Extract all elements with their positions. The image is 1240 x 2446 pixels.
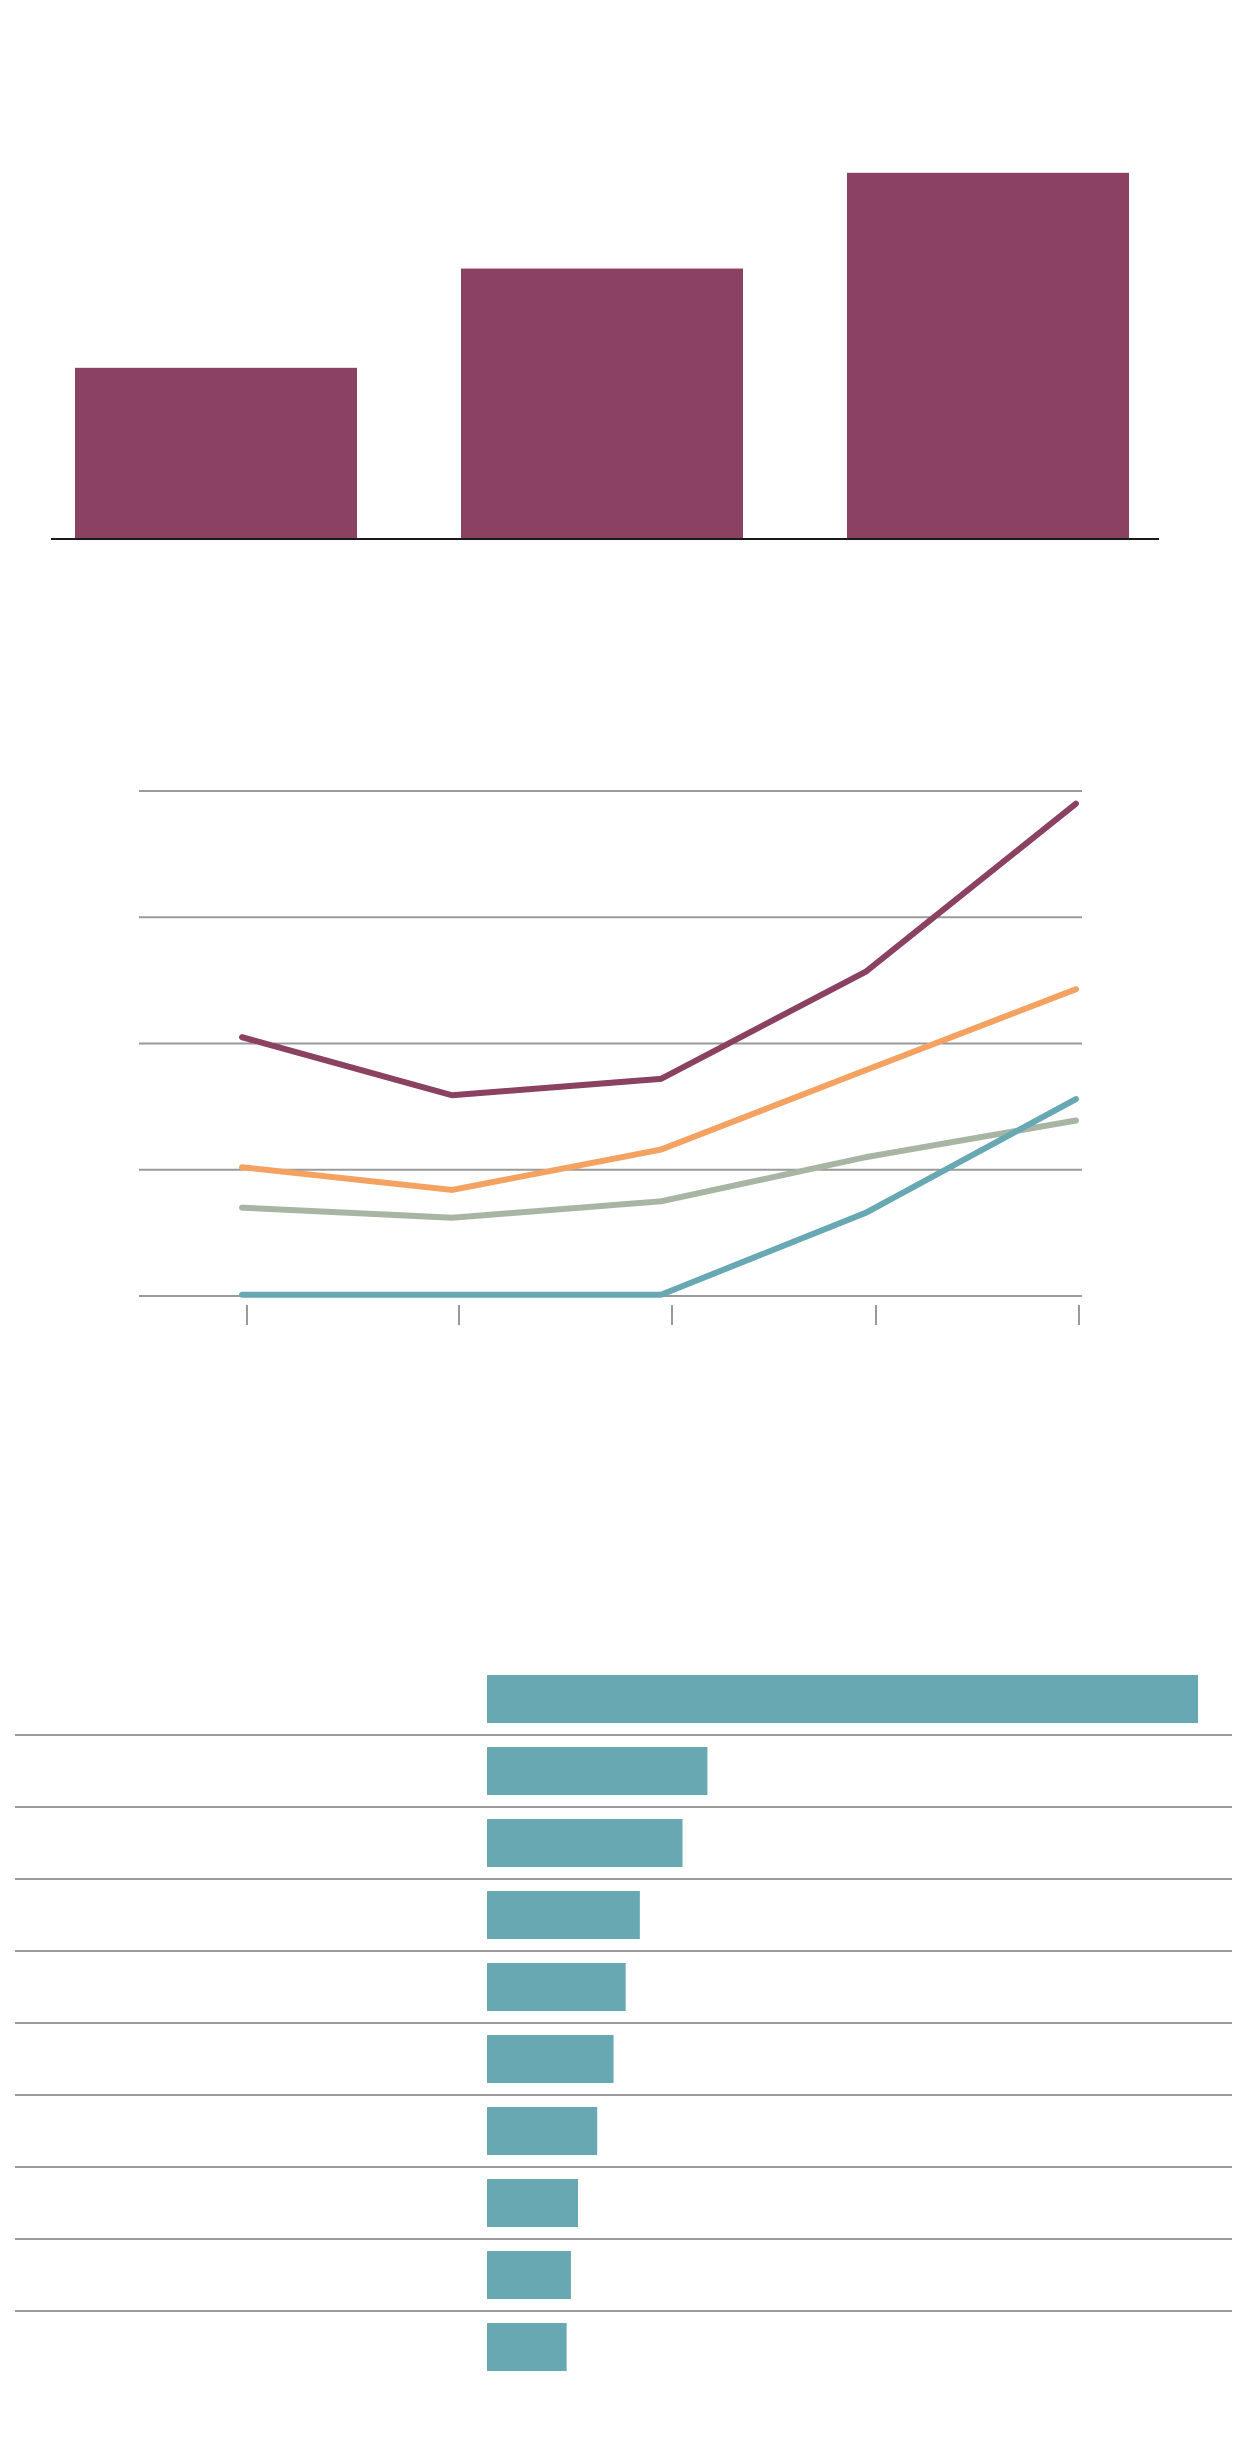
bar — [487, 1675, 1198, 1723]
series-line — [239, 1117, 1079, 1221]
horizontal-bar-chart — [15, 1675, 1232, 2371]
bar — [487, 2323, 567, 2371]
series-line — [239, 986, 1079, 1193]
bar — [487, 1747, 708, 1795]
bar — [487, 2035, 614, 2083]
series-line — [239, 1096, 1079, 1298]
series-line — [239, 800, 1079, 1099]
bar — [487, 1819, 683, 1867]
bar — [487, 2107, 598, 2155]
bar — [487, 1891, 640, 1939]
bar — [487, 2179, 579, 2227]
line-chart — [139, 790, 1082, 1325]
bar — [487, 1963, 626, 2011]
bar — [847, 172, 1129, 538]
vertical-bar-chart — [51, 172, 1159, 540]
bar — [487, 2251, 571, 2299]
bar — [461, 268, 743, 538]
bar — [75, 367, 357, 538]
